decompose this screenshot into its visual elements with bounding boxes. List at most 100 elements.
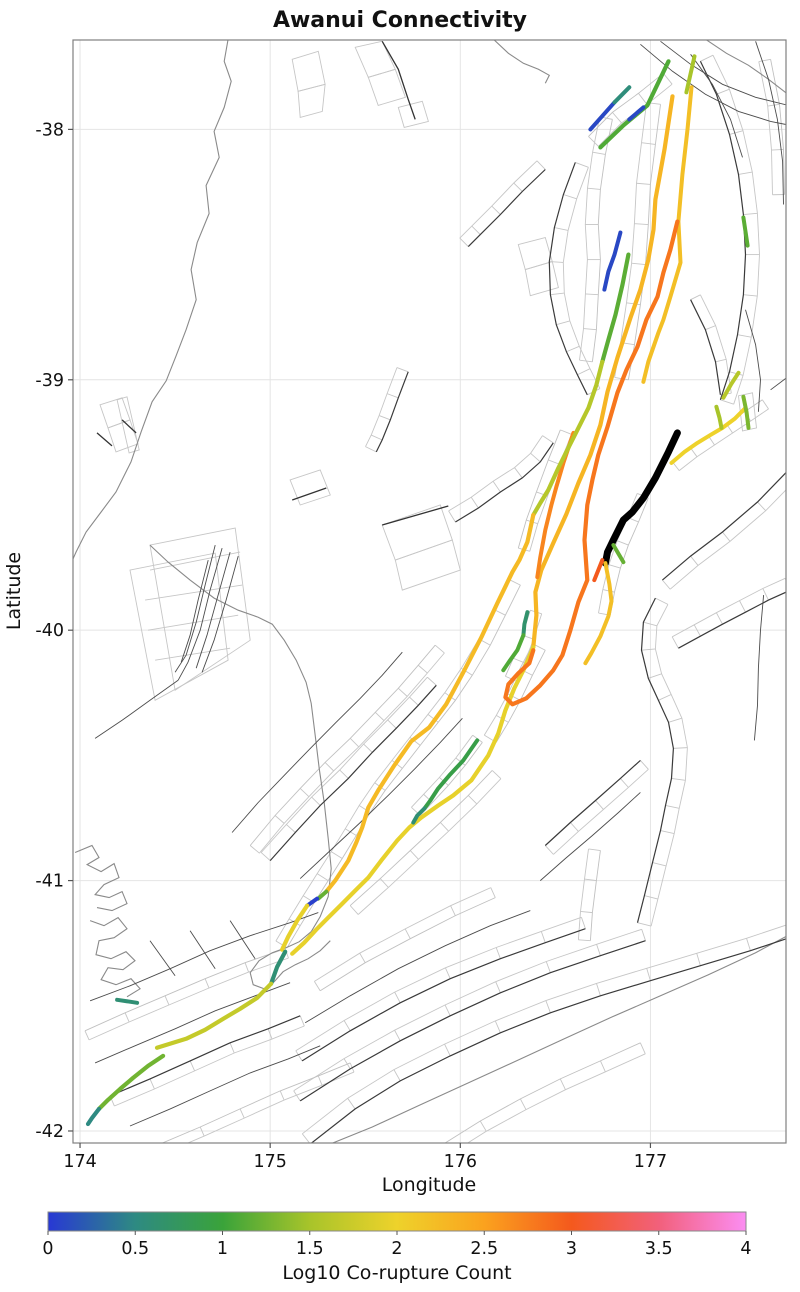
fault-ladder-rung [513,657,525,664]
fault-ladder-rung [544,845,554,855]
fault-ladder-rung [587,187,601,190]
fault-polygon [394,539,461,591]
coastline [249,931,331,990]
fault-ladder-rung [716,88,730,95]
fault-ladder-rail [357,778,502,915]
fault-ladder-rung [648,673,662,679]
rupture-blue-diag-ne [588,100,617,132]
fault-ladder-rung [655,597,669,605]
fault-ladder-rung [563,194,577,200]
fault-ladder-rail [275,579,510,942]
fault-ladder-rung [643,621,658,627]
fault-trace [591,119,613,362]
fault-ladder-rung [705,325,716,331]
fault-trace [589,850,601,941]
fault-ladder-rail [448,435,543,512]
fault-ladder-rail [579,116,601,361]
fault-ladder-rung [585,293,599,296]
fault-ladder-rail [614,102,648,378]
fault-ladder-rung [771,148,784,151]
fault-ladder-rung [249,845,260,854]
rupture-green-dash-east [741,394,751,430]
fault-ladder-rung [738,171,753,175]
fault-ladder-rung [583,328,597,331]
fault-trace [660,40,786,106]
fault-ladder-rung [244,962,250,973]
fault-ladder-rung [550,292,565,296]
fault-trace [753,595,765,741]
x-axis-label: Longitude [382,1174,477,1196]
fault-ladder-rung [459,237,469,247]
fault-trace [548,162,588,396]
fault-ladder-rung [673,747,688,749]
coastlines [73,40,786,1143]
fault-polygon [367,68,406,106]
fault-ladder-rail [293,928,642,1092]
fault-ladder-rung [671,636,679,649]
fault-ladder-rung [199,1126,205,1137]
fault-trace [419,742,483,816]
fault-ladder-rung [339,769,349,779]
fault-trace [455,442,554,523]
fault-ladder-rung [540,931,546,943]
plot-frame [72,39,787,1144]
fault-trace [310,938,786,1143]
fault-trace [89,912,319,1002]
fault-ladder-rung [189,1060,196,1072]
fault-trace [588,72,664,137]
fault-ladder-rung [84,1030,90,1041]
fault-ladder-rung [715,612,723,625]
coastline [74,844,128,912]
fault-trace [84,948,286,1032]
fault-ladder-rung [260,852,271,861]
fault-ladder-rung [715,358,727,363]
fault-ladder-rung [588,136,599,147]
fault-ladder-rung [274,815,285,824]
fault-ladder-rung [494,1020,501,1034]
fault-polygon [381,504,453,561]
fault-trace [174,544,216,673]
fault-ladder-rung [349,905,359,915]
fault-trace [627,104,661,380]
fault-ladder-rung [617,540,629,546]
fault-ladder-rung [313,981,321,991]
fault-ladder-rung [644,895,659,900]
fault-ladder-rung [471,225,481,235]
fault-trace [636,597,675,923]
rupture-green-sw [96,1053,166,1111]
fault-ladder-rung [596,944,601,956]
fault-ladder-rung [757,501,767,512]
fault-ladder-rung [514,467,523,479]
colorbar-tick-label: 0 [42,1239,53,1259]
fault-trace [94,679,179,739]
fault-ladder-rung [470,496,479,509]
fault-trace [319,897,496,992]
fault-ladder-rung [556,320,570,326]
fault-trace [690,299,721,395]
fault-polygon [149,527,251,692]
fault-trace [301,928,586,1062]
fault-trace [382,505,449,526]
fault-ladder-rail [259,652,445,854]
fault-ladder-rung [548,459,560,465]
fault-ladder-rung [370,434,383,441]
fault-ladder-rung [467,795,478,805]
fault-ladder-rung [596,983,601,996]
fault-ladder-rung [450,905,456,916]
fault-trace [109,1015,301,1097]
fault-ladder-rung [279,1090,285,1101]
fault-ladder-rung [330,851,343,859]
fault-ladder-rung [444,1043,451,1057]
rupture-olive-dash-top [684,54,697,95]
fault-ladder-rung [347,1098,356,1110]
fault-ladder-rung [444,967,451,979]
fault-ladder-rung [746,938,751,951]
rupture-olive-dash-east2 [721,370,741,400]
fault-section-polygons [84,40,786,1143]
rupture-green-vertical [600,252,631,364]
fault-ladder-rung [344,828,357,836]
fault-ladder-rung [491,770,502,780]
fault-ladder-rung [164,995,170,1006]
fault-trace [299,940,646,1102]
